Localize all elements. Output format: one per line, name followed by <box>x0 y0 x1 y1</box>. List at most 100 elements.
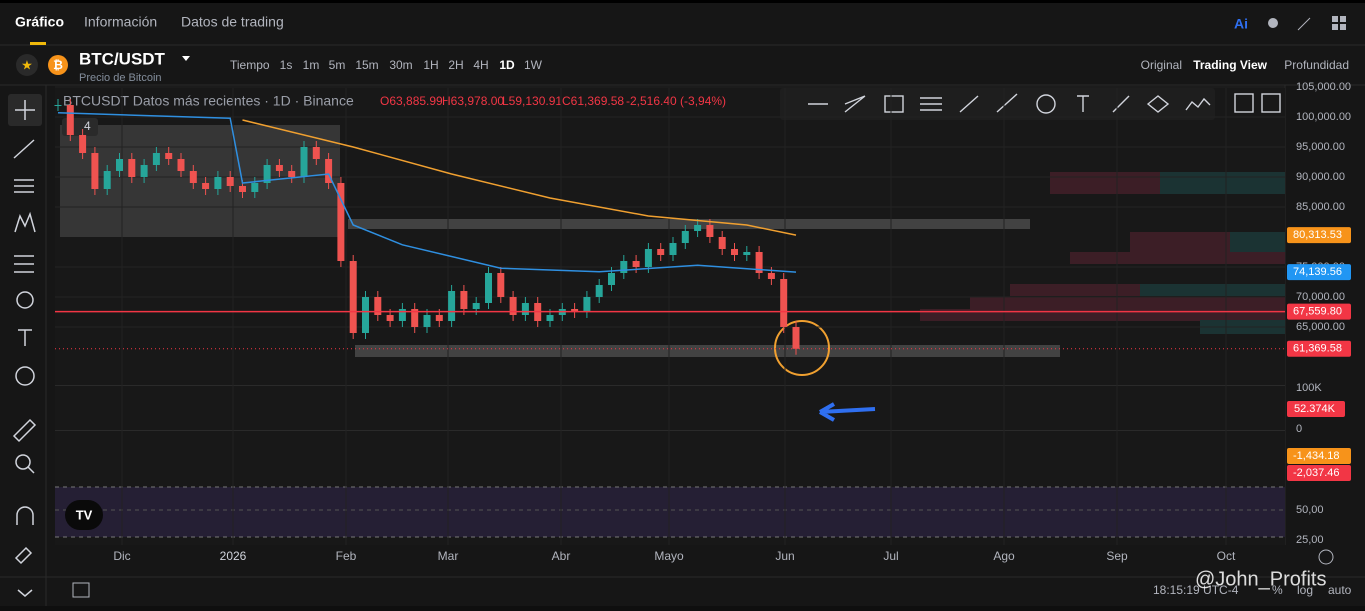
candle <box>718 237 726 249</box>
x-tick-label: Oct <box>1217 549 1236 563</box>
candle <box>66 105 74 135</box>
candle <box>140 165 148 177</box>
candle <box>743 252 751 255</box>
y-tick-label: 105,000.00 <box>1296 81 1351 93</box>
candle <box>767 273 775 279</box>
legend-change: -2,516.40 (-3,94%) <box>626 94 726 108</box>
timeframe[interactable]: 1W <box>524 58 543 72</box>
candle <box>177 159 185 171</box>
candle <box>472 303 480 309</box>
price-tag <box>1287 340 1351 357</box>
timeframe[interactable]: 2H <box>448 58 463 72</box>
top-icons[interactable] <box>1268 16 1346 31</box>
rsi-tick: 25,00 <box>1296 534 1324 546</box>
ma-fast <box>57 112 797 273</box>
candle <box>546 315 554 321</box>
candle <box>103 171 111 189</box>
candle <box>362 297 369 333</box>
calendar-icon[interactable] <box>72 582 90 598</box>
candle <box>595 285 603 297</box>
candle <box>694 225 702 231</box>
volume-tag <box>1287 401 1345 417</box>
rsi-band <box>55 487 1285 537</box>
tab[interactable]: Información <box>84 14 157 30</box>
legend-title: BTCUSDT Datos más recientes · 1D · Binan… <box>63 93 354 109</box>
btc-glyph: ₿ <box>53 58 63 72</box>
timeframe[interactable]: 1H <box>423 58 438 72</box>
candle <box>644 249 652 267</box>
timeframe[interactable]: 4H <box>473 58 488 72</box>
timeframe[interactable]: 5m <box>329 58 346 72</box>
view-tab[interactable]: Profundidad <box>1284 58 1349 72</box>
y-tick-label: 90,000.00 <box>1296 171 1345 183</box>
macd-tag-label: -1,434.18 <box>1293 450 1339 462</box>
candle <box>374 297 382 315</box>
y-tick-label: 95,000.00 <box>1296 141 1345 153</box>
left-toolbar <box>12 100 37 597</box>
x-tick-label: Mar <box>438 549 459 563</box>
symbol[interactable]: BTC/USDT <box>79 49 166 68</box>
candle <box>288 171 296 177</box>
y-tick-label: 65,000.00 <box>1296 321 1345 333</box>
log-toggle[interactable]: log <box>1297 583 1313 597</box>
candle <box>435 315 443 321</box>
candle <box>202 183 210 189</box>
time: 18:15:19 UTC-4 <box>1153 583 1239 597</box>
auto-toggle[interactable]: auto <box>1328 583 1352 597</box>
candle <box>521 303 529 315</box>
tab[interactable]: Gráfico <box>15 14 64 30</box>
candle <box>632 261 640 267</box>
legend-low: L59,130.91 <box>502 94 562 108</box>
x-tick-label: Ago <box>993 549 1015 563</box>
drawing-tools[interactable] <box>808 93 1281 114</box>
timeframe[interactable]: 1s <box>280 58 293 72</box>
candle <box>91 153 99 189</box>
x-tick-label: Abr <box>552 549 571 563</box>
candle <box>485 273 492 303</box>
legend-high: H63,978.00 <box>442 94 504 108</box>
candle <box>128 159 136 177</box>
candle <box>337 183 345 261</box>
candle <box>386 315 394 321</box>
view-tab[interactable]: Trading View <box>1193 58 1267 72</box>
dropdown[interactable] <box>182 56 190 61</box>
candle <box>239 186 246 192</box>
tv-logo <box>65 500 103 530</box>
timeframe[interactable]: 30m <box>389 58 412 72</box>
timeframe[interactable]: 15m <box>355 58 378 72</box>
candle <box>669 243 677 255</box>
candle <box>312 147 320 159</box>
price-tag <box>1287 264 1351 281</box>
tab[interactable]: Datos de trading <box>181 14 284 30</box>
price-tag-label: 61,369.58 <box>1293 343 1342 355</box>
timeframe[interactable]: 1m <box>303 58 320 72</box>
favorite-button[interactable] <box>16 54 38 76</box>
timeframe[interactable]: 1D <box>499 58 515 72</box>
legend-close: C61,369.58 <box>562 94 624 108</box>
ai-button[interactable]: Ai <box>1234 16 1248 32</box>
x-tick-label: Jun <box>775 549 794 563</box>
settings-icon[interactable] <box>1318 549 1334 565</box>
candle <box>583 297 591 312</box>
candle <box>780 279 788 327</box>
percent-toggle[interactable]: % <box>1272 583 1283 597</box>
candle <box>165 153 173 159</box>
candle <box>116 159 123 171</box>
indicator-count[interactable]: 4 <box>84 119 91 133</box>
candle <box>460 291 468 309</box>
candle <box>214 177 222 189</box>
highlight-circle <box>774 320 830 376</box>
candle <box>620 261 628 273</box>
candle <box>571 309 579 312</box>
candle <box>657 249 665 255</box>
top-edge <box>0 0 1365 3</box>
legend-open: O63,885.99 <box>380 94 443 108</box>
tab-underline <box>30 42 46 45</box>
candle <box>411 309 419 327</box>
candle <box>325 159 333 183</box>
view-tab[interactable]: Original <box>1141 58 1182 72</box>
range-zone <box>60 125 340 237</box>
candle <box>79 135 87 153</box>
candle <box>189 171 197 183</box>
